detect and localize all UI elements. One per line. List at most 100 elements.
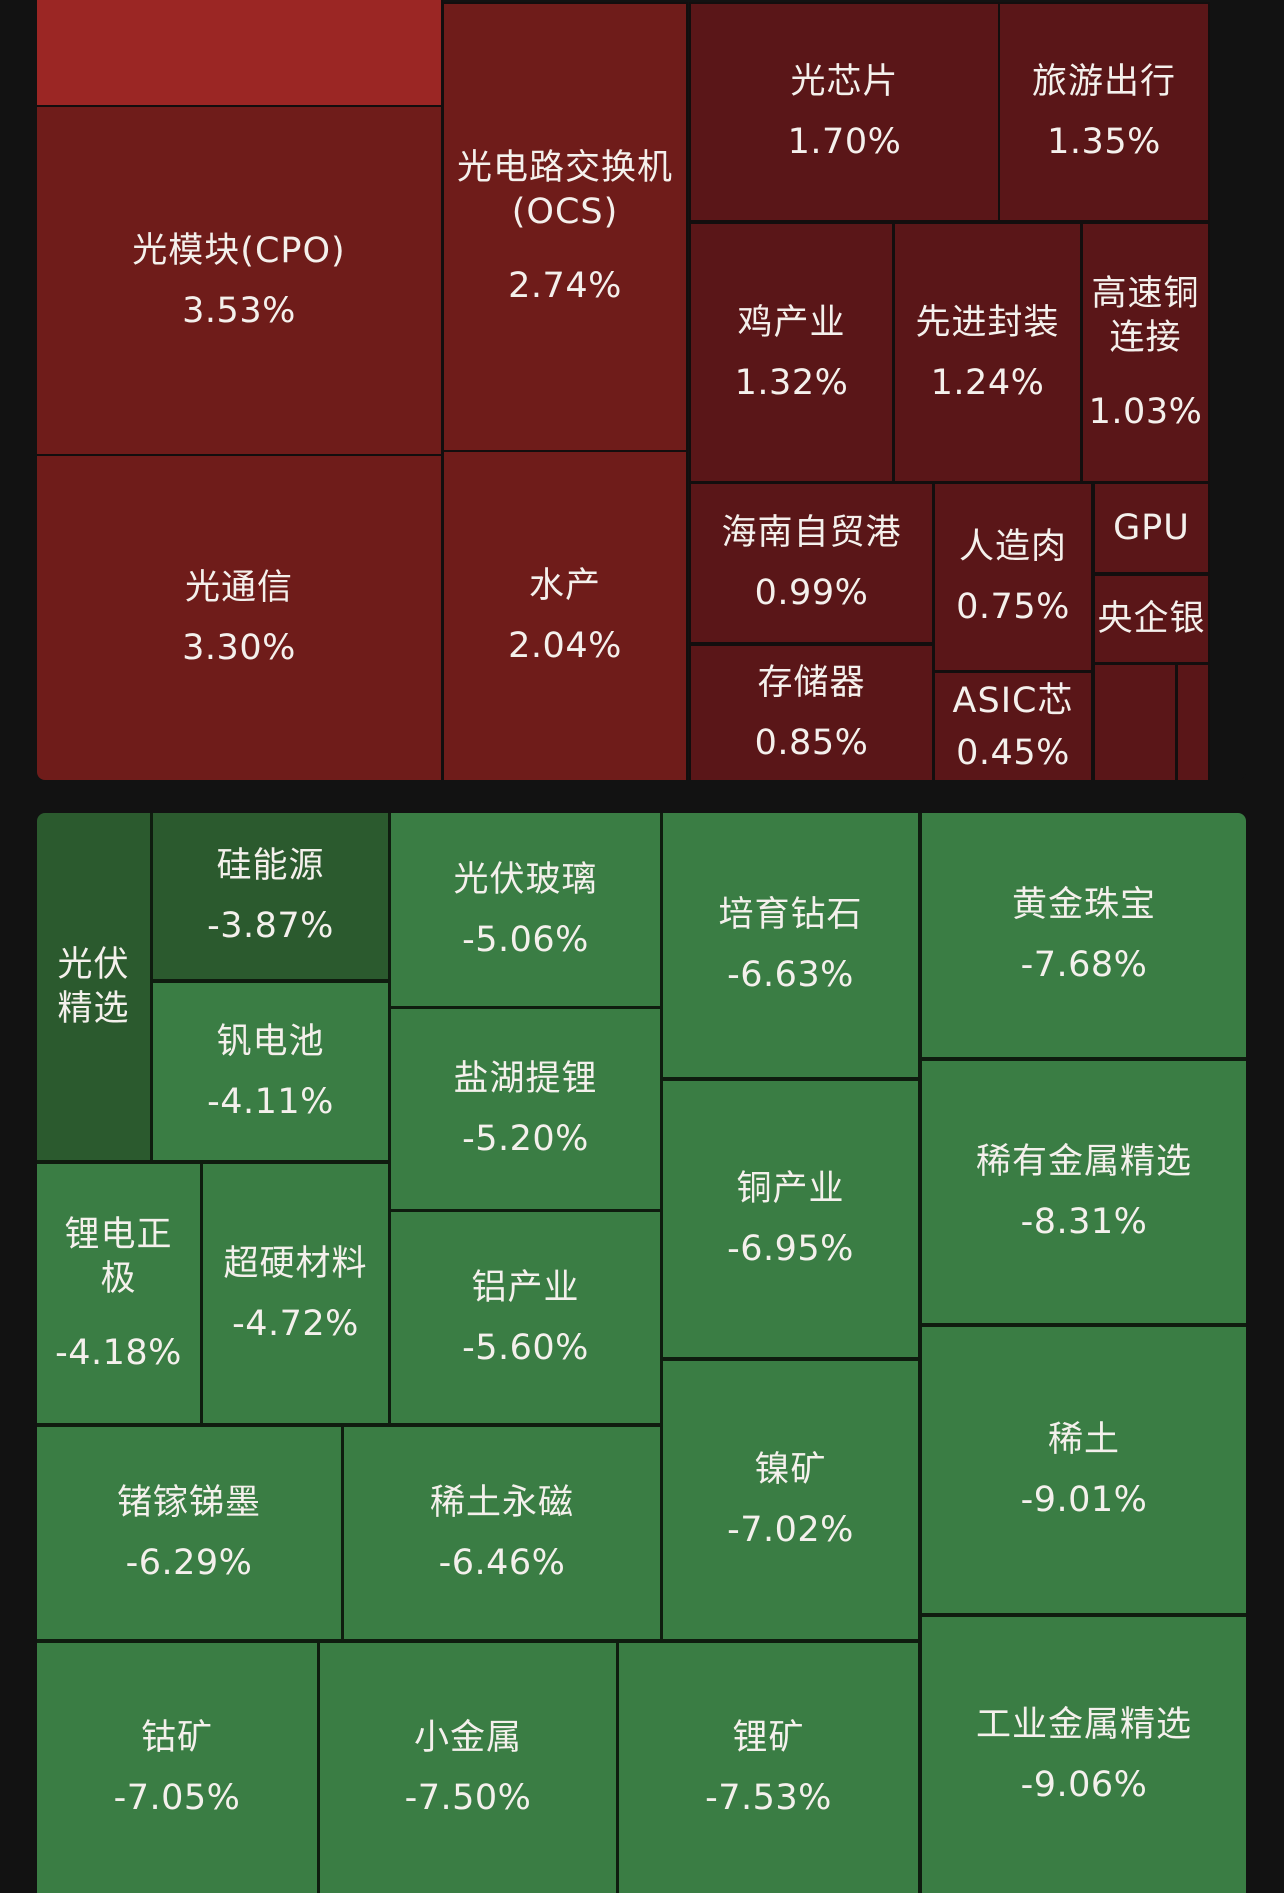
sector-tile-vanadium[interactable]: 钒电池 -4.11% [151,981,390,1162]
sector-tile-nickel[interactable]: 镍矿 -7.02% [661,1359,920,1641]
sector-name: 光电路交换机 (OCS) [456,148,673,232]
sector-tile-tourism[interactable]: 旅游出行 1.35% [998,2,1210,222]
sector-change-pct: -6.63% [727,955,854,995]
sector-change-pct: -7.53% [705,1778,832,1818]
sector-name: 稀土永磁 [429,1483,574,1523]
sector-tile-small-a[interactable] [1093,663,1177,780]
sector-name: 央企银 [1097,599,1206,639]
sector-change-pct: -3.87% [207,906,334,946]
sector-change-pct: 3.53% [182,290,296,331]
sector-change-pct: -7.02% [727,1510,854,1550]
sector-name: 工业金属精选 [975,1705,1192,1745]
sector-tile-lithium[interactable]: 锂矿 -7.53% [617,1641,920,1893]
sector-tile-hainan[interactable]: 海南自贸港 0.99% [689,482,934,644]
sector-change-pct: -5.20% [462,1119,589,1159]
sector-tile-fake-meat[interactable]: 人造肉 0.75% [933,482,1093,672]
sector-name: 超硬材料 [223,1243,368,1284]
sector-tile-pv-glass[interactable]: 光伏玻璃 -5.06% [389,813,662,1008]
sector-tile-superhard[interactable]: 超硬材料 -4.72% [201,1162,390,1425]
sector-tile-rare-metal[interactable]: 稀有金属精选 -8.31% [920,1059,1246,1325]
sector-tile-cobalt[interactable]: 钴矿 -7.05% [37,1641,319,1893]
sector-name: 镍矿 [754,1450,827,1490]
sector-name: 先进封装 [915,302,1060,343]
sector-tile-gpu[interactable]: GPU [1093,482,1210,574]
sector-change-pct: 1.35% [1047,122,1161,162]
sector-name: 高速铜 连接 [1091,273,1200,358]
sector-change-pct: -6.29% [125,1543,253,1583]
sector-tile-asic[interactable]: ASIC芯 0.45% [933,671,1093,780]
sector-change-pct: -6.95% [727,1229,854,1269]
sector-name: 光模块(CPO) [132,230,346,271]
sector-tile-copper[interactable]: 铜产业 -6.95% [661,1079,920,1359]
sector-change-pct: -7.50% [404,1778,532,1818]
sector-change-pct: -4.72% [232,1303,359,1344]
losers-treemap: 光伏 精选 硅能源 -3.87% 钒电池 -4.11% 锂电正 极 -4.18% 超硬材料 -4… [37,813,1246,1893]
sector-change-pct: -7.05% [113,1778,241,1818]
sector-tile-adv-pack[interactable]: 先进封装 1.24% [893,222,1082,483]
sector-name: 钒电池 [216,1021,325,1062]
sector-name: 光伏 精选 [57,944,130,1029]
sector-name: 海南自贸港 [721,513,902,553]
sector-change-pct: 2.04% [508,626,622,666]
sector-change-pct: 0.99% [754,573,869,613]
sector-tile-aquatic[interactable]: 水产 2.04% [442,450,688,780]
sector-name: 铜产业 [736,1169,845,1209]
sector-name: 稀有金属精选 [975,1142,1192,1182]
sector-name: 铝产业 [471,1267,580,1308]
sector-change-pct: 0.45% [956,732,1070,773]
sector-name: ASIC芯 [952,680,1074,721]
sector-tile-minor-metal[interactable]: 小金属 -7.50% [318,1641,618,1893]
sector-tile-optical-comm[interactable]: 光通信 3.30% [37,454,443,780]
sector-name: 光通信 [184,568,293,608]
sector-name: 存储器 [757,663,866,703]
sector-name: 稀土 [1047,1420,1120,1460]
sector-name: 鸡产业 [737,302,846,343]
sector-tile-ocs[interactable]: 光电路交换机 (OCS) 2.74% [442,2,688,452]
sector-tile-salt-lake[interactable]: 盐湖提锂 -5.20% [389,1007,662,1211]
sector-name: 锗镓锑墨 [116,1483,261,1523]
sector-tile-aluminum[interactable]: 铝产业 -5.60% [389,1210,662,1425]
sector-tile-lab-diamond[interactable]: 培育钻石 -6.63% [661,813,920,1079]
sector-tile-soe-bank[interactable]: 央企银 [1093,574,1210,664]
sector-name: 旅游出行 [1031,62,1176,102]
sector-name: 人造肉 [958,527,1067,567]
sector-tile-hs-copper[interactable]: 高速铜 连接 1.03% [1081,222,1210,483]
sector-change-pct: 1.03% [1088,391,1203,432]
sector-tile-gold-jewelry[interactable]: 黄金珠宝 -7.68% [920,813,1246,1059]
sector-tile-chicken[interactable]: 鸡产业 1.32% [689,222,894,483]
sector-change-pct: 0.85% [754,723,869,763]
sector-name: 光伏玻璃 [453,859,598,900]
sector-tile-ree-magnet[interactable]: 稀土永磁 -6.46% [342,1425,662,1641]
sector-name: 水产 [528,566,601,606]
sector-change-pct: -5.06% [462,919,589,960]
sector-tile-small-b[interactable] [1176,663,1210,780]
sector-name: 小金属 [413,1718,522,1758]
sector-change-pct: -7.68% [1020,945,1148,985]
sector-change-pct: 1.70% [787,122,902,162]
sector-name: 钴矿 [140,1718,213,1758]
sector-change-pct: 3.30% [182,628,296,668]
sector-name: 锂矿 [732,1718,805,1758]
sector-tile-memory[interactable]: 存储器 0.85% [689,644,934,780]
sector-tile-pv-select[interactable]: 光伏 精选 [37,813,152,1162]
sector-change-pct: -4.11% [207,1081,334,1122]
sector-change-pct: 0.75% [956,587,1070,627]
sector-change-pct: 1.24% [930,362,1045,403]
sector-tile-silicon[interactable]: 硅能源 -3.87% [151,813,390,981]
sector-name: 光芯片 [790,62,899,102]
sector-change-pct: -8.31% [1020,1202,1148,1242]
sector-tile-ge-ga[interactable]: 锗镓锑墨 -6.29% [37,1425,343,1641]
sector-name: 黄金珠宝 [1011,885,1156,925]
sector-change-pct: -9.01% [1020,1480,1148,1520]
sector-name: GPU [1113,508,1190,548]
sector-tile-ind-metal[interactable]: 工业金属精选 -9.06% [920,1615,1246,1893]
sector-name: 锂电正 极 [64,1214,173,1299]
sector-tile-top-unlabeled[interactable] [37,0,443,107]
sector-tile-optical-chip[interactable]: 光芯片 1.70% [689,2,1000,222]
sector-change-pct: 2.74% [508,266,622,306]
sector-tile-li-cathode[interactable]: 锂电正 极 -4.18% [37,1162,202,1425]
sector-tile-cpo[interactable]: 光模块(CPO) 3.53% [37,105,443,456]
gainers-treemap: 光模块(CPO) 3.53% 光通信 3.30% 光电路交换机 (OCS) 2.74% 水产… [37,0,1246,780]
sector-tile-rare-earth[interactable]: 稀土 -9.01% [920,1325,1246,1615]
sector-name: 培育钻石 [718,895,863,935]
